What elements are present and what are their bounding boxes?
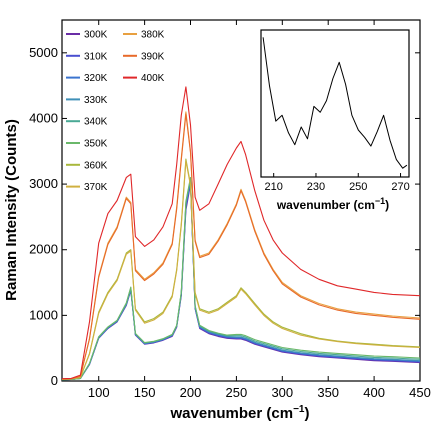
inset-frame	[260, 29, 410, 178]
inset-x-axis-label-close: )	[385, 198, 389, 212]
inset-x-tick-label: 250	[349, 181, 367, 193]
main-tick-group: 100 150 200 250 300 350 400 450 0 1000 2000 3000 400…	[29, 20, 431, 400]
y-tick-label: 5000	[29, 45, 58, 60]
x-tick-label: 450	[409, 385, 431, 400]
inset-x-axis-label: wavenumber (cm−1)	[276, 196, 389, 212]
series-line-350K	[61, 176, 421, 381]
y-tick-label: 0	[51, 373, 58, 388]
x-axis-label: wavenumber (cm−1)	[170, 404, 310, 422]
x-axis-label-unit: (cm	[266, 405, 293, 422]
series-line-370K	[61, 160, 421, 380]
legend-label-340K: 340K	[84, 117, 108, 128]
legend-label-350K: 350K	[84, 139, 108, 150]
x-axis-label-exp: −1	[293, 404, 305, 415]
x-axis-label-close: )	[304, 405, 309, 422]
y-axis-label: Raman Intensity (Counts)	[3, 119, 20, 301]
legend-label-370K: 370K	[84, 182, 108, 193]
legend-label-310K: 310K	[84, 51, 108, 62]
x-tick-label: 200	[180, 385, 202, 400]
y-tick-label: 1000	[29, 307, 58, 322]
series-line-400K	[61, 86, 421, 380]
series-line-390K	[61, 113, 421, 380]
legend-label-320K: 320K	[84, 73, 108, 84]
legend-label-360K: 360K	[84, 160, 108, 171]
legend-label-380K: 380K	[141, 30, 165, 41]
legend-label-390K: 390K	[141, 51, 165, 62]
legend-label-330K: 330K	[84, 95, 108, 106]
x-tick-label: 250	[226, 385, 248, 400]
inset-plot: 210 230 250 270	[260, 29, 410, 193]
legend: 300K 310K 320K 330K 340K 350K 360K 370K 380K 390K…	[66, 30, 165, 193]
x-tick-label: 350	[317, 385, 339, 400]
inset-x-axis-label-unit: (cm	[354, 198, 375, 212]
y-tick-label: 3000	[29, 176, 58, 191]
x-tick-label: 150	[134, 385, 156, 400]
inset-x-axis-label-exp: −1	[375, 196, 385, 206]
legend-label-400K: 400K	[141, 73, 165, 84]
inset-x-axis-label-word: wavenumber	[276, 198, 351, 212]
x-tick-label: 400	[363, 385, 385, 400]
x-tick-label: 100	[88, 385, 110, 400]
inset-series-line	[262, 37, 408, 169]
main-series-group	[61, 86, 421, 381]
legend-label-300K: 300K	[84, 30, 108, 41]
y-tick-label: 2000	[29, 242, 58, 257]
inset-x-tick-label: 230	[307, 181, 325, 193]
y-tick-label: 4000	[29, 110, 58, 125]
inset-x-tick-label: 270	[391, 181, 409, 193]
x-tick-label: 300	[271, 385, 293, 400]
x-axis-label-word: wavenumber	[170, 405, 263, 422]
inset-x-tick-label: 210	[265, 181, 283, 193]
